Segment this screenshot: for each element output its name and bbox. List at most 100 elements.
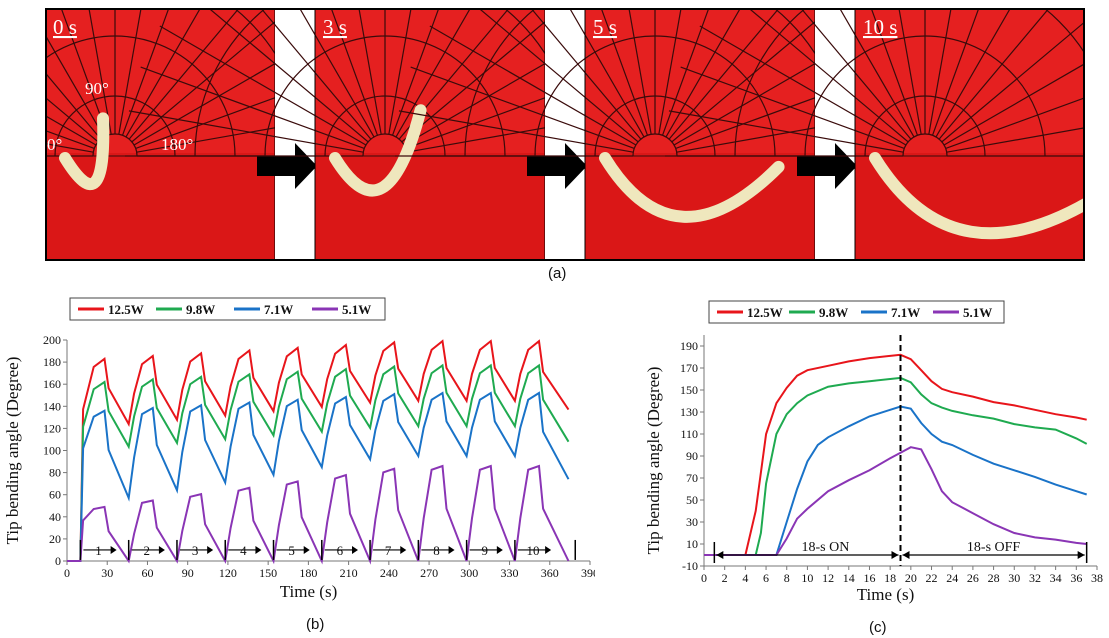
x-tick-label: 30 bbox=[101, 566, 113, 580]
x-tick-label: 10 bbox=[801, 571, 813, 585]
protractor-ray bbox=[88, 8, 112, 135]
cycle-label: 7 bbox=[385, 543, 392, 558]
protractor-ray bbox=[680, 66, 905, 150]
y-axis-title: Tip bending angle (Degree) bbox=[3, 357, 22, 545]
protractor-ray bbox=[207, 8, 369, 143]
protractor-ray bbox=[125, 8, 202, 138]
chart-b: 12.5W 9.8W 7.1W 5.1W02040608010012014016018… bbox=[3, 297, 595, 601]
x-tick-label: 30 bbox=[1008, 571, 1020, 585]
protractor-ray bbox=[358, 8, 382, 135]
protractor-ray bbox=[938, 8, 1050, 140]
cycle-arrowhead bbox=[545, 545, 552, 554]
x-tick-label: 34 bbox=[1050, 571, 1062, 585]
legend-label: 7.1W bbox=[891, 305, 920, 320]
cycle-arrowhead bbox=[448, 545, 455, 554]
time-label: 3 s bbox=[323, 15, 347, 39]
on-annotation: 18-s ON bbox=[801, 540, 849, 555]
protractor-ray bbox=[668, 8, 780, 140]
protractor-ray bbox=[946, 127, 1085, 153]
x-tick-label: 14 bbox=[843, 571, 855, 585]
legend-label: 5.1W bbox=[963, 305, 992, 320]
protractor-ray bbox=[945, 97, 1085, 150]
protractor-ray bbox=[699, 25, 907, 146]
time-label: 10 s bbox=[863, 15, 897, 39]
y-tick-label: 80 bbox=[49, 466, 61, 480]
cycle-label: 10 bbox=[527, 543, 540, 558]
y-tick-label: 170 bbox=[680, 361, 698, 375]
protractor-ray bbox=[870, 8, 919, 136]
y-tick-label: 90 bbox=[686, 449, 698, 463]
protractor-ray bbox=[118, 8, 142, 135]
cycle-label: 1 bbox=[95, 543, 102, 558]
x-tick-label: 0 bbox=[701, 571, 707, 585]
off-annotation: 18-s OFF bbox=[967, 540, 1021, 555]
protractor-ray bbox=[391, 8, 440, 136]
y-axis-title: Tip bending angle (Degree) bbox=[644, 367, 663, 555]
x-tick-label: 32 bbox=[1029, 571, 1041, 585]
protractor-arc bbox=[902, 133, 948, 157]
protractor-ray bbox=[45, 143, 94, 153]
legend-label: 12.5W bbox=[747, 305, 783, 320]
x-tick-label: 210 bbox=[340, 566, 358, 580]
protractor-ray bbox=[45, 129, 95, 150]
cycle-arrowhead bbox=[110, 545, 117, 554]
photo-panel: 0 s 0° 90° 180° bbox=[45, 8, 375, 261]
series-line-9.8W bbox=[67, 363, 570, 562]
protractor-ray bbox=[60, 8, 109, 136]
protractor-arc bbox=[594, 95, 716, 157]
protractor-ray bbox=[600, 8, 649, 136]
x-tick-label: 12 bbox=[822, 571, 834, 585]
protractor-ray bbox=[45, 96, 99, 143]
protractor-arc bbox=[804, 35, 1046, 157]
protractor-ray bbox=[140, 66, 365, 150]
protractor-arc bbox=[534, 35, 776, 157]
y-tick-label: 110 bbox=[680, 427, 698, 441]
protractor-ray bbox=[429, 25, 637, 146]
protractor-ray bbox=[931, 8, 980, 136]
protractor-ray bbox=[943, 62, 1085, 146]
angle-label-90: 90° bbox=[85, 79, 109, 98]
x-tick-label: 6 bbox=[763, 571, 769, 585]
protractor-ray bbox=[658, 8, 682, 135]
cycle-label: 4 bbox=[240, 543, 247, 558]
protractor-ray bbox=[941, 20, 1085, 143]
arrowhead bbox=[902, 551, 910, 559]
panel-border bbox=[854, 8, 1085, 261]
bending-strip bbox=[59, 112, 110, 190]
bending-strip bbox=[869, 152, 1085, 240]
bending-strip bbox=[599, 152, 785, 223]
x-tick-label: 0 bbox=[64, 566, 70, 580]
y-tick-label: 70 bbox=[686, 471, 698, 485]
legend-label: 9.8W bbox=[186, 302, 215, 317]
y-tick-label: 150 bbox=[680, 383, 698, 397]
chart-c: 12.5W 9.8W 7.1W 5.1W -10 10 30 50 70 90 110 130 150 1… bbox=[644, 300, 1103, 604]
protractor-arc bbox=[864, 95, 986, 157]
series-line-5.1W bbox=[704, 446, 1087, 556]
x-axis-title: Time (s) bbox=[857, 585, 914, 604]
arrowhead bbox=[716, 551, 724, 559]
protractor-ray bbox=[628, 8, 652, 135]
cycle-arrowhead bbox=[496, 545, 503, 554]
protractor-arc bbox=[45, 35, 236, 157]
protractor-ray bbox=[330, 8, 379, 136]
series-line-7.1W bbox=[67, 391, 570, 562]
protractor-ray bbox=[477, 8, 639, 143]
series-line-7.1W bbox=[704, 405, 1088, 556]
x-tick-label: 24 bbox=[946, 571, 958, 585]
angle-label-0: 0° bbox=[47, 135, 62, 154]
x-tick-label: 60 bbox=[141, 566, 153, 580]
y-tick-label: 180 bbox=[43, 355, 61, 369]
protractor-ray bbox=[747, 8, 909, 143]
protractor-ray bbox=[530, 8, 642, 140]
photo-strip: 0 s 0° 90° 180° 3 s 5 s 10 s bbox=[45, 8, 1085, 261]
protractor-arc bbox=[632, 133, 678, 157]
x-tick-label: 120 bbox=[219, 566, 237, 580]
cycle-arrowhead bbox=[400, 545, 407, 554]
cycle-label: 2 bbox=[144, 543, 151, 558]
x-tick-label: 4 bbox=[742, 571, 748, 585]
caption-c: (c) bbox=[869, 619, 887, 636]
x-tick-label: 18 bbox=[884, 571, 896, 585]
x-tick-label: 360 bbox=[541, 566, 559, 580]
y-tick-label: 50 bbox=[686, 493, 698, 507]
x-tick-label: 150 bbox=[259, 566, 277, 580]
